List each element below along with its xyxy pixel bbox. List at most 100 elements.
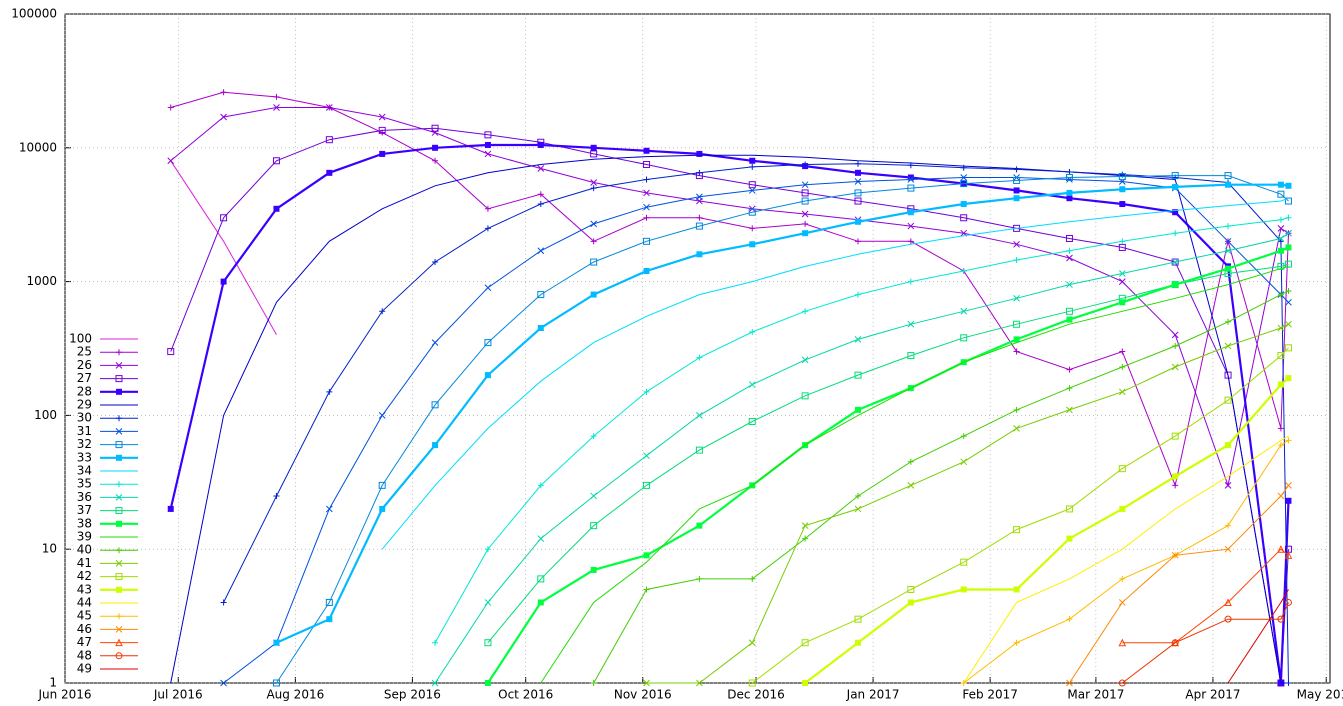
data-point: [1013, 425, 1020, 432]
data-point: [1224, 237, 1232, 245]
legend-label: 100: [69, 332, 92, 346]
legend-marker: [115, 428, 123, 435]
series-line: [170, 160, 277, 336]
legend-label: 41: [77, 556, 92, 570]
data-point: [1171, 432, 1179, 440]
data-point: [1224, 247, 1232, 255]
data-point: [854, 336, 862, 343]
data-point: [1172, 183, 1179, 190]
data-point: [484, 680, 491, 686]
data-point: [643, 679, 650, 687]
data-point: [326, 169, 333, 176]
legend-label: 38: [77, 516, 92, 530]
data-point: [854, 218, 861, 225]
data-point: [1013, 187, 1020, 194]
data-point: [590, 258, 598, 266]
legend-label: 39: [77, 530, 92, 544]
data-point: [1119, 505, 1126, 512]
data-point: [1065, 234, 1073, 242]
data-point: [1277, 425, 1284, 432]
data-point: [590, 185, 597, 192]
data-point: [1284, 260, 1292, 268]
data-point: [801, 639, 809, 647]
y-tick-label: 10000: [19, 140, 57, 154]
data-point: [960, 433, 967, 440]
data-point: [1225, 522, 1232, 529]
data-point: [854, 371, 862, 379]
data-point: [1172, 482, 1179, 489]
data-point: [907, 320, 915, 328]
data-point: [590, 220, 598, 228]
data-point: [167, 104, 174, 111]
x-tick-label: Oct 2016: [498, 688, 553, 702]
data-point: [854, 639, 861, 646]
data-point: [1066, 281, 1073, 288]
data-point: [220, 679, 227, 687]
data-point: [643, 147, 650, 154]
data-point: [378, 481, 386, 489]
data-point: [696, 522, 703, 529]
data-point: [696, 193, 703, 201]
y-tick-label: 10: [42, 542, 57, 556]
y-tick-label: 100000: [11, 7, 57, 21]
data-point: [1284, 344, 1292, 352]
data-point: [1013, 320, 1021, 328]
data-point: [801, 522, 809, 529]
legend-label: 37: [77, 503, 92, 517]
data-point: [907, 238, 914, 245]
data-point: [1118, 679, 1126, 687]
data-point: [1119, 575, 1126, 582]
data-point: [1277, 545, 1285, 553]
data-point: [537, 165, 545, 172]
data-point: [432, 442, 439, 449]
data-point: [907, 482, 915, 489]
data-point: [537, 291, 545, 299]
data-point: [1066, 168, 1073, 175]
data-point: [1118, 278, 1126, 285]
legend-label: 43: [77, 582, 92, 596]
data-point: [537, 575, 545, 583]
data-point: [1224, 172, 1232, 180]
data-point: [749, 241, 756, 248]
data-point: [1277, 324, 1285, 332]
data-point: [1013, 176, 1021, 184]
data-point: [748, 181, 756, 189]
legend-label: 32: [77, 437, 92, 451]
data-point: [590, 680, 597, 686]
data-point: [748, 418, 756, 426]
data-point: [749, 157, 756, 164]
data-point: [590, 566, 597, 573]
data-point: [590, 291, 597, 298]
data-point: [590, 433, 597, 440]
data-point: [696, 679, 703, 687]
data-point: [326, 388, 333, 395]
series-line: [804, 377, 1290, 684]
data-point: [643, 237, 651, 245]
data-point: [1118, 465, 1126, 473]
data-point: [484, 131, 492, 139]
data-point: [854, 178, 862, 185]
data-point: [960, 586, 967, 593]
data-point: [1171, 551, 1179, 559]
data-point: [273, 93, 280, 100]
data-point: [802, 230, 809, 237]
series-line: [223, 177, 1289, 684]
data-point: [749, 163, 756, 170]
data-point: [1285, 375, 1292, 382]
data-point: [1225, 223, 1232, 230]
data-point: [590, 144, 597, 151]
data-point: [695, 222, 703, 230]
x-tick-label: Apr 2017: [1185, 688, 1240, 702]
legend-label: 48: [77, 648, 92, 662]
data-point: [379, 505, 386, 512]
x-tick-label: Jun 2016: [37, 688, 91, 702]
data-point: [431, 124, 439, 132]
data-point: [1065, 173, 1073, 181]
legend-marker: [116, 388, 122, 395]
data-point: [484, 372, 491, 379]
data-point: [484, 225, 491, 232]
data-point: [379, 150, 386, 157]
y-tick-label: 1000: [26, 274, 57, 288]
data-point: [272, 679, 280, 687]
series-line: [1121, 602, 1289, 684]
